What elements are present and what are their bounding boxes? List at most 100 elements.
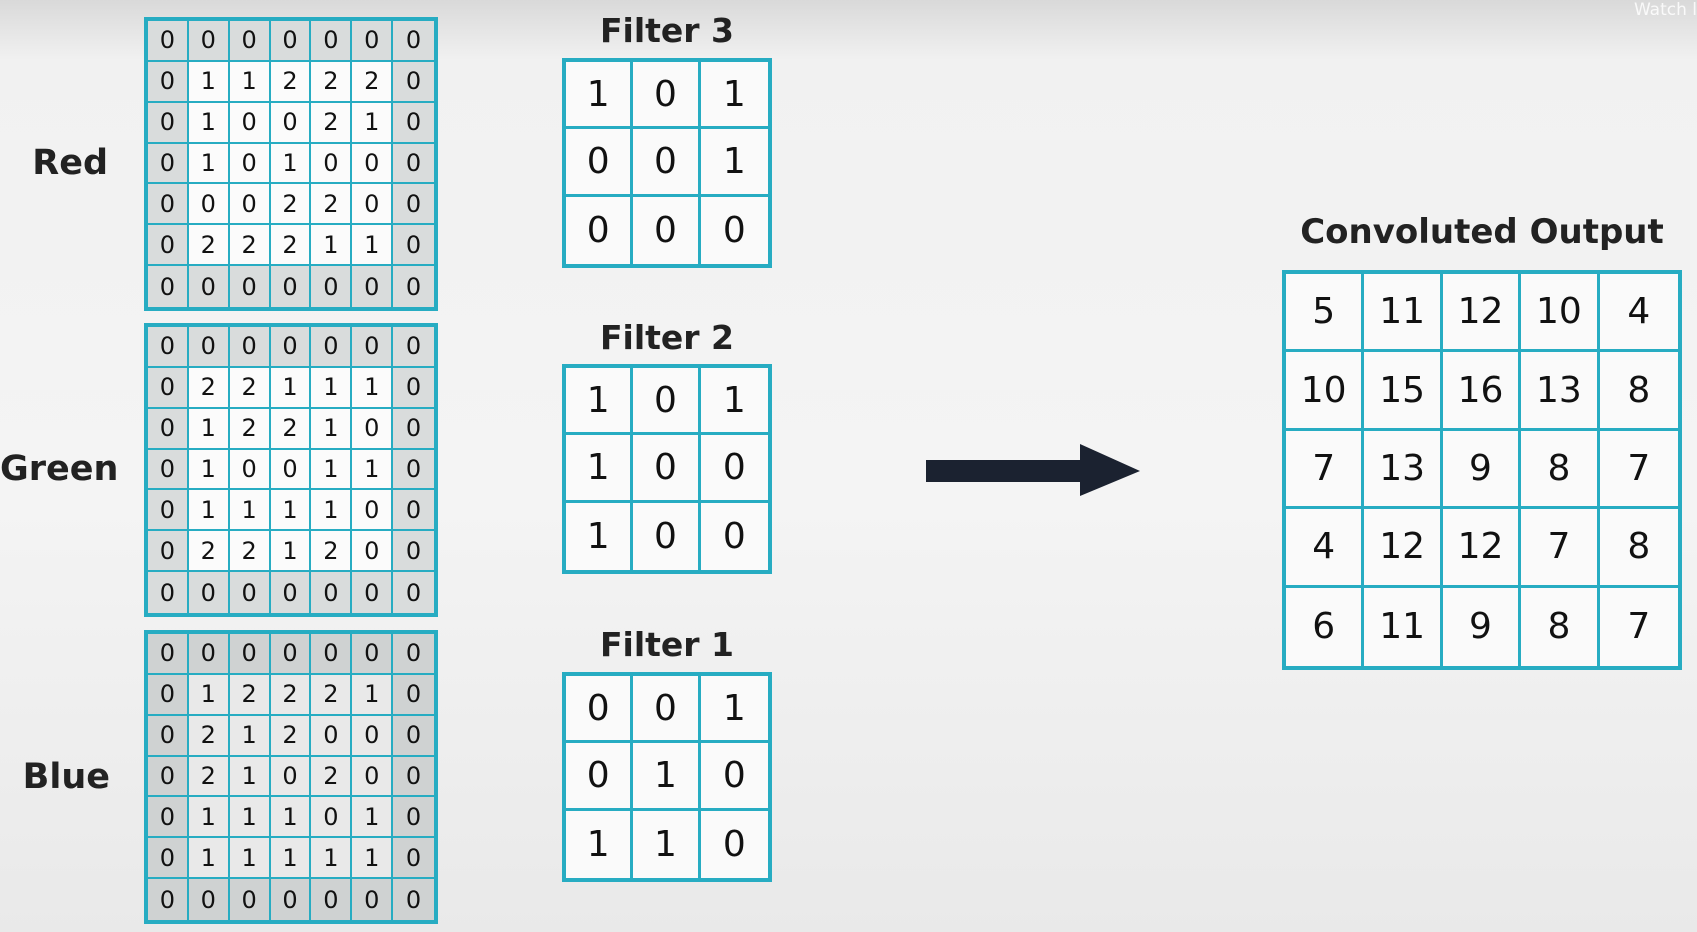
filter-cell: 1 (566, 502, 634, 570)
channel-cell: 0 (148, 266, 189, 307)
channel-cell: 0 (188, 266, 230, 307)
filter-cell: 0 (566, 196, 634, 264)
channel-cell: 0 (148, 143, 189, 185)
filter-1-title: Filter 1 (599, 625, 735, 664)
output-cell: 7 (1599, 431, 1678, 510)
output-cell: 10 (1521, 274, 1600, 353)
channel-cell: 0 (393, 879, 434, 920)
channel-cell: 0 (393, 184, 434, 226)
channel-cell: 0 (148, 572, 189, 613)
filter-cell: 0 (633, 129, 701, 197)
channel-cell: 0 (229, 572, 271, 613)
channel-label-green: Green (0, 449, 119, 489)
channel-cell: 0 (352, 756, 394, 798)
channel-cell: 0 (270, 449, 312, 491)
channel-cell: 0 (352, 879, 394, 920)
channel-cell: 0 (352, 531, 394, 573)
channel-cell: 0 (188, 21, 230, 62)
filter-cell: 1 (566, 368, 634, 436)
channel-cell: 0 (148, 797, 189, 839)
channel-cell: 2 (270, 408, 312, 450)
channel-cell: 2 (229, 367, 271, 409)
output-cell: 4 (1599, 274, 1678, 353)
channel-cell: 2 (352, 61, 394, 103)
channel-cell: 1 (188, 61, 230, 103)
channel-cell: 0 (148, 327, 189, 368)
watermark: Watch l (1633, 0, 1697, 20)
output-cell: 7 (1627, 606, 1651, 648)
channel-cell: 1 (270, 367, 312, 409)
channel-cell: 2 (270, 225, 312, 267)
channel-cell: 0 (148, 449, 189, 491)
channel-cell: 1 (188, 449, 230, 491)
channel-cell: 0 (270, 266, 312, 307)
channel-cell: 1 (270, 838, 312, 880)
channel-cell: 0 (352, 408, 394, 450)
filter-cell: 0 (722, 515, 746, 557)
filter-cell: 1 (700, 368, 768, 436)
channel-cell: 1 (229, 797, 271, 839)
channel-cell: 0 (311, 21, 353, 62)
filter-cell: 0 (633, 196, 701, 264)
filter-cell: 1 (566, 62, 634, 130)
channel-cell: 0 (352, 21, 394, 62)
output-cell: 13 (1364, 430, 1443, 510)
channel-cell: 2 (270, 61, 312, 103)
channel-cell: 1 (311, 838, 353, 880)
filter-cell: 0 (700, 743, 768, 811)
channel-cell: 0 (229, 879, 271, 920)
channel-cell: 0 (393, 408, 434, 450)
channel-cell: 0 (270, 102, 312, 144)
channel-cell: 0 (148, 21, 189, 62)
channel-cell: 1 (311, 449, 353, 491)
channel-label-blue: Blue (22, 757, 110, 797)
channel-cell: 1 (352, 674, 394, 716)
filter-cell: 0 (633, 435, 701, 503)
channel-cell: 0 (393, 449, 434, 491)
channel-cell: 0 (188, 572, 230, 613)
channel-cell: 0 (188, 879, 230, 920)
output-cell: 7 (1286, 430, 1365, 510)
channel-cell: 0 (393, 61, 434, 103)
channel-cell: 0 (188, 184, 230, 226)
channel-cell: 2 (229, 225, 271, 267)
filter-cell: 1 (566, 810, 634, 878)
channel-cell: 0 (148, 490, 189, 532)
channel-cell: 0 (393, 797, 434, 839)
channel-cell: 1 (352, 449, 394, 491)
channel-cell: 0 (229, 184, 271, 226)
channel-cell: 1 (311, 367, 353, 409)
channel-cell: 0 (148, 367, 189, 409)
channel-cell: 0 (148, 674, 189, 716)
channel-cell: 0 (229, 449, 271, 491)
filter-cell: 0 (633, 62, 701, 130)
channel-cell: 2 (270, 674, 312, 716)
channel-cell: 0 (311, 266, 353, 307)
channel-cell: 0 (311, 143, 353, 185)
channel-cell: 1 (311, 490, 353, 532)
channel-cell: 1 (270, 531, 312, 573)
channel-cell: 0 (148, 408, 189, 450)
channel-cell: 2 (311, 184, 353, 226)
channel-cell: 1 (188, 797, 230, 839)
channel-cell: 1 (188, 838, 230, 880)
channel-cell: 2 (188, 715, 230, 757)
channel-cell: 1 (188, 102, 230, 144)
channel-cell: 0 (270, 572, 312, 613)
filter-cell: 0 (633, 676, 701, 744)
channel-cell: 1 (311, 408, 353, 450)
channel-cell: 0 (393, 531, 434, 573)
channel-cell: 2 (311, 756, 353, 798)
channel-cell: 2 (188, 367, 230, 409)
channel-cell: 0 (229, 143, 271, 185)
channel-cell: 2 (270, 715, 312, 757)
channel-cell: 0 (352, 572, 394, 613)
output-cell: 9 (1442, 430, 1522, 510)
channel-cell: 0 (352, 184, 394, 226)
filter-cell: 0 (633, 368, 701, 436)
output-title: Convoluted Output (1300, 212, 1664, 252)
channel-cell: 0 (311, 879, 353, 920)
